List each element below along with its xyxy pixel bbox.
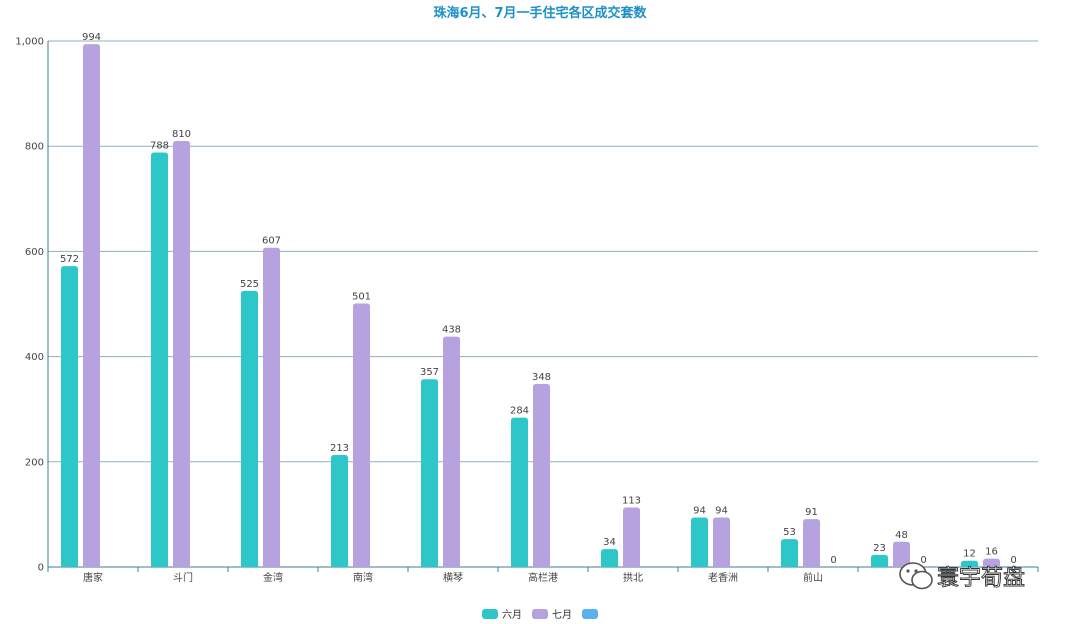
bar [533,383,550,567]
data-label: 213 [330,443,349,454]
data-label: 16 [985,547,998,558]
bar [983,558,1000,567]
bar [893,541,910,567]
bar [781,539,798,567]
bar [331,454,348,567]
data-label: 53 [783,527,796,538]
x-tick-label: 横琴 [443,571,463,584]
wechat-icon [899,562,933,590]
y-tick-label: 600 [25,247,44,258]
y-tick-label: 200 [25,457,44,468]
legend-item[interactable]: 七月 [532,606,572,621]
data-label: 94 [715,506,728,517]
watermark-text: 寰宇荀盘 [937,566,1025,591]
data-labels: 572 788 525 213 357 284 34 94 53 23 12 994 810 607 501… [60,32,1017,566]
bar [61,266,78,567]
legend-item[interactable] [582,606,598,621]
data-label: 438 [442,325,461,336]
data-label: 607 [262,236,281,247]
legend-swatch [482,608,498,619]
data-label: 91 [805,507,818,518]
data-label: 94 [693,506,706,517]
data-label: 48 [895,530,908,541]
bar [83,44,100,567]
y-tick-label: 800 [25,142,44,153]
bar [353,303,370,567]
data-label: 525 [240,279,259,290]
x-tick-label: 高栏港 [528,571,558,584]
bar [263,247,280,567]
x-tick-label: 唐家 [83,571,103,584]
x-tick-label: 金湾 [263,571,283,584]
legend-label: 七月 [552,610,572,621]
data-label: 284 [510,406,529,417]
bar [511,417,528,567]
bars [61,44,1000,567]
chart-title: 珠海6月、7月一手住宅各区成交套数 [433,6,647,21]
bar-chart: 0 200 400 600 800 1,000 唐家 斗门 金湾 南湾 横琴 高栏港 拱北 老香洲 前山 5… [15,32,1039,591]
data-label: 23 [873,543,886,554]
bar [421,379,438,567]
x-tick-label: 斗门 [173,571,193,584]
legend-swatch [532,608,548,619]
data-label: 113 [622,496,641,507]
y-tick-label: 400 [25,352,44,363]
legend-label: 六月 [502,610,522,621]
data-label: 348 [532,372,551,383]
bar [713,517,730,567]
bar [623,507,640,567]
data-label: 357 [420,367,439,378]
bar [961,560,978,567]
watermark: 寰宇荀盘 [899,562,1025,591]
x-tick-label: 拱北 [623,571,643,584]
x-tick-label: 老香洲 [708,571,738,584]
legend: 六月 七月 [0,606,1080,621]
bar [803,519,820,567]
y-tick-label: 0 [38,563,44,574]
bar [241,290,258,567]
legend-swatch [582,608,598,619]
y-tick-label: 1,000 [15,37,44,48]
data-label: 994 [82,32,101,43]
bar [601,549,618,567]
x-tick-label: 前山 [803,571,823,584]
data-label: 0 [830,555,836,566]
data-label: 501 [352,291,371,302]
data-label: 810 [172,129,191,140]
bar [173,140,190,567]
legend-item[interactable]: 六月 [482,606,522,621]
data-label: 572 [60,254,79,265]
data-label: 0 [920,555,926,566]
bar [443,336,460,567]
bar [871,554,888,567]
bar [151,152,168,567]
data-label: 34 [603,537,616,548]
data-label: 0 [1010,555,1016,566]
bar [691,517,708,567]
x-tick-label: 南湾 [353,571,373,584]
data-label: 788 [150,141,169,152]
data-label: 12 [963,549,976,560]
